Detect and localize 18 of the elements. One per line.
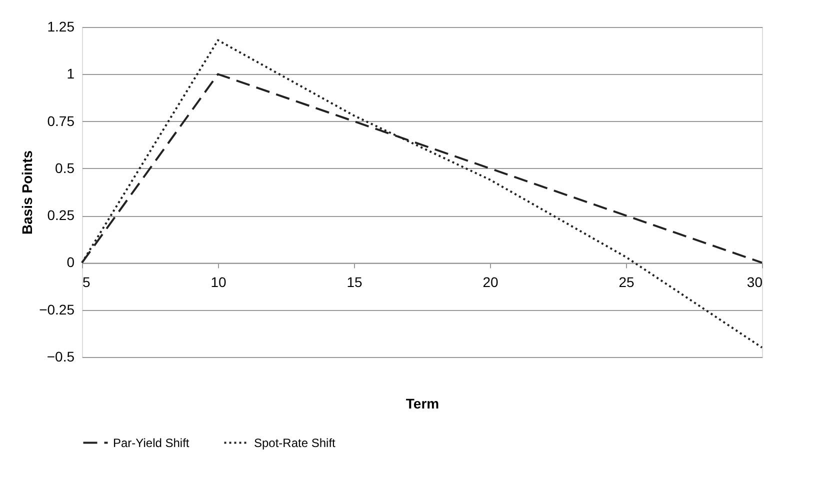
x-tick-label: 30 [746,274,763,290]
y-tick-label: −0.25 [39,301,75,318]
x-tick-label: 5 [82,274,90,290]
y-axis-title: Basis Points [19,150,36,235]
y-tick-label: −0.5 [46,348,75,364]
x-tick-label: 25 [618,274,634,290]
x-tick-label: 10 [210,274,226,290]
y-tick-label: 0.25 [47,207,75,224]
y-tick-label: 1 [66,66,75,82]
x-tick-label: 15 [346,274,362,290]
y-tick-label: 0 [66,254,75,270]
y-tick-label: 0.75 [47,112,75,129]
y-tick-label: 0.5 [55,160,75,176]
legend-label: Par-Yield Shift [113,436,190,450]
x-axis-title: Term [406,396,440,412]
x-tick-label: 20 [482,274,498,290]
legend-label: Spot-Rate Shift [254,436,336,450]
y-tick-label: 1.25 [47,18,75,34]
